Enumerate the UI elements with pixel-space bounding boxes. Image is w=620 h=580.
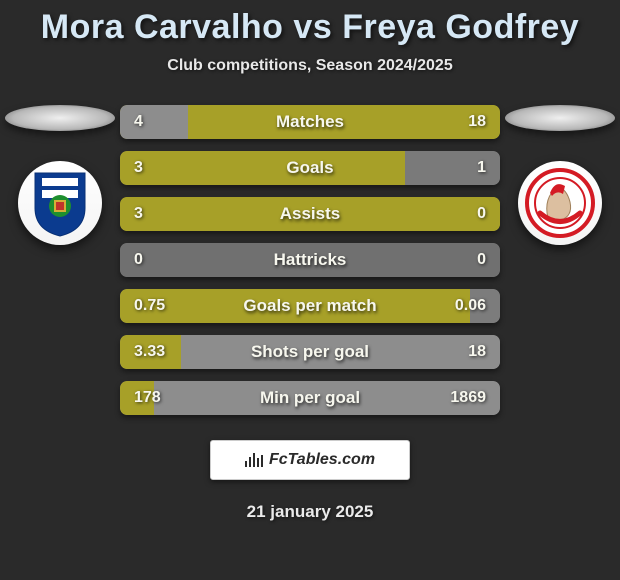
brand-lines-icon	[245, 453, 263, 467]
platform-left	[5, 105, 115, 131]
comparison-row: 00Hattricks	[120, 243, 500, 277]
comparison-content: ★ ★ ★ ★ 418Matches 31Goals 30Assists 00Hatt…	[0, 105, 620, 415]
comparison-bars: 418Matches 31Goals 30Assists 00Hattricks 0.7…	[120, 105, 500, 415]
club-badge-right: ★ ★ ★ ★	[518, 161, 602, 245]
row-label: Matches	[120, 112, 500, 132]
title-player2: Freya Godfrey	[342, 8, 579, 46]
row-label: Assists	[120, 204, 500, 224]
row-label: Min per goal	[120, 388, 500, 408]
row-label: Goals	[120, 158, 500, 178]
title-vs: vs	[293, 8, 332, 46]
row-label: Hattricks	[120, 250, 500, 270]
comparison-date: 21 january 2025	[0, 502, 620, 522]
comparison-row: 0.750.06Goals per match	[120, 289, 500, 323]
comparison-row: 30Assists	[120, 197, 500, 231]
page-title: Mora Carvalho vs Freya Godfrey	[0, 0, 620, 47]
platform-right	[505, 105, 615, 131]
right-side: ★ ★ ★ ★	[500, 105, 620, 245]
porto-crest-icon	[30, 168, 90, 238]
brand-logo: FcTables.com	[245, 451, 375, 469]
subtitle: Club competitions, Season 2024/2025	[0, 57, 620, 75]
brand-text: FcTables.com	[269, 451, 375, 469]
left-side	[0, 105, 120, 245]
comparison-row: 31Goals	[120, 151, 500, 185]
club-badge-left	[18, 161, 102, 245]
comparison-row: 1781869Min per goal	[120, 381, 500, 415]
brand-box[interactable]: FcTables.com	[210, 440, 410, 480]
comparison-row: 418Matches	[120, 105, 500, 139]
title-player1: Mora Carvalho	[41, 8, 284, 46]
row-label: Goals per match	[120, 296, 500, 316]
olympiacos-crest-icon	[525, 168, 595, 238]
comparison-row: 3.3318Shots per goal	[120, 335, 500, 369]
row-label: Shots per goal	[120, 342, 500, 362]
